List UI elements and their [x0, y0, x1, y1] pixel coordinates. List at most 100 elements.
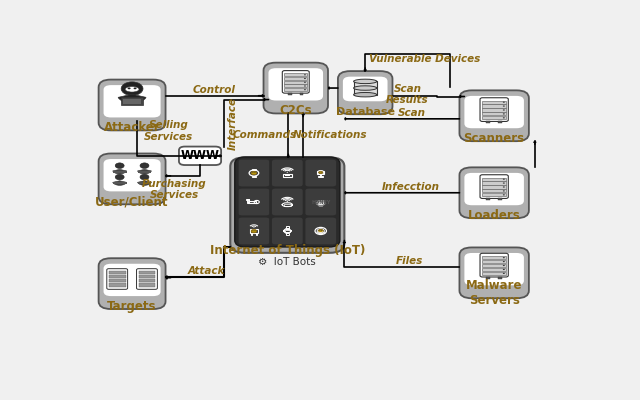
Circle shape — [254, 172, 255, 173]
FancyBboxPatch shape — [480, 253, 508, 277]
Text: Commands: Commands — [232, 130, 296, 140]
Bar — [252, 168, 256, 170]
FancyBboxPatch shape — [460, 167, 529, 218]
Circle shape — [503, 194, 505, 196]
Bar — [256, 233, 257, 235]
FancyBboxPatch shape — [317, 200, 324, 206]
Bar — [251, 233, 252, 235]
Circle shape — [319, 230, 321, 231]
FancyBboxPatch shape — [136, 269, 157, 289]
Bar — [498, 277, 502, 278]
Circle shape — [503, 186, 505, 188]
Bar — [247, 199, 249, 203]
Text: Files: Files — [396, 256, 424, 266]
FancyBboxPatch shape — [460, 90, 529, 141]
FancyBboxPatch shape — [238, 188, 269, 216]
Text: C2Cs: C2Cs — [280, 104, 312, 118]
Bar — [284, 204, 291, 206]
Circle shape — [304, 89, 306, 90]
Text: Malware
Servers: Malware Servers — [466, 279, 522, 307]
Bar — [482, 108, 506, 112]
Text: Targets: Targets — [108, 300, 157, 313]
Circle shape — [251, 171, 257, 175]
Bar — [123, 99, 141, 104]
Wedge shape — [113, 169, 127, 174]
Bar — [486, 277, 490, 278]
Wedge shape — [113, 181, 127, 185]
FancyBboxPatch shape — [480, 175, 508, 198]
Bar — [138, 271, 156, 274]
Bar — [482, 182, 506, 185]
Circle shape — [304, 85, 306, 86]
FancyBboxPatch shape — [343, 77, 387, 101]
Circle shape — [503, 182, 505, 184]
Bar — [482, 186, 506, 188]
Bar — [284, 84, 307, 88]
Bar — [498, 198, 502, 200]
FancyBboxPatch shape — [271, 159, 303, 187]
Bar — [113, 182, 127, 184]
Circle shape — [127, 88, 131, 89]
Bar — [138, 280, 156, 282]
Bar — [482, 189, 506, 192]
Circle shape — [304, 78, 306, 79]
Ellipse shape — [353, 79, 377, 84]
Circle shape — [252, 172, 253, 173]
Bar — [482, 272, 506, 275]
Circle shape — [134, 88, 136, 89]
Bar — [482, 260, 506, 263]
Wedge shape — [138, 181, 152, 185]
Bar — [121, 97, 143, 105]
Bar — [318, 200, 323, 201]
Wedge shape — [138, 169, 152, 174]
Circle shape — [121, 82, 143, 96]
Bar — [482, 116, 506, 120]
Text: HONEY: HONEY — [311, 200, 330, 205]
Text: Scan: Scan — [398, 108, 426, 118]
Circle shape — [304, 82, 306, 83]
Circle shape — [503, 106, 505, 107]
FancyBboxPatch shape — [271, 217, 303, 245]
Text: Attacker: Attacker — [104, 122, 161, 134]
FancyBboxPatch shape — [305, 217, 337, 245]
Bar — [109, 271, 125, 274]
Text: Attack: Attack — [188, 266, 225, 276]
Text: Internet of Things (IoT): Internet of Things (IoT) — [210, 244, 365, 258]
Bar — [482, 264, 506, 267]
Circle shape — [318, 229, 323, 232]
FancyBboxPatch shape — [282, 70, 309, 93]
Bar — [285, 230, 290, 232]
FancyBboxPatch shape — [99, 80, 166, 130]
Bar — [317, 171, 324, 174]
Text: ⚙  IoT Bots: ⚙ IoT Bots — [259, 257, 316, 267]
FancyBboxPatch shape — [104, 85, 161, 118]
Bar — [300, 93, 303, 95]
Text: User/Client: User/Client — [95, 195, 169, 208]
FancyBboxPatch shape — [235, 157, 340, 247]
Bar — [482, 256, 506, 259]
Bar — [482, 112, 506, 116]
Bar — [285, 226, 289, 228]
Text: Control: Control — [193, 85, 236, 95]
Circle shape — [503, 273, 505, 274]
FancyBboxPatch shape — [99, 258, 166, 309]
Bar — [138, 182, 152, 184]
Circle shape — [253, 227, 255, 228]
Circle shape — [287, 201, 288, 202]
Circle shape — [503, 178, 505, 180]
FancyBboxPatch shape — [465, 96, 524, 128]
Ellipse shape — [353, 86, 377, 90]
Bar — [250, 229, 258, 233]
Bar — [246, 199, 250, 200]
Bar — [482, 193, 506, 196]
FancyBboxPatch shape — [480, 98, 508, 122]
FancyBboxPatch shape — [465, 173, 524, 205]
Bar — [284, 77, 307, 80]
FancyBboxPatch shape — [460, 248, 529, 298]
FancyBboxPatch shape — [179, 146, 221, 165]
Ellipse shape — [125, 86, 139, 92]
Wedge shape — [118, 94, 146, 104]
Circle shape — [115, 163, 124, 168]
FancyBboxPatch shape — [269, 68, 323, 100]
Bar — [285, 233, 289, 235]
